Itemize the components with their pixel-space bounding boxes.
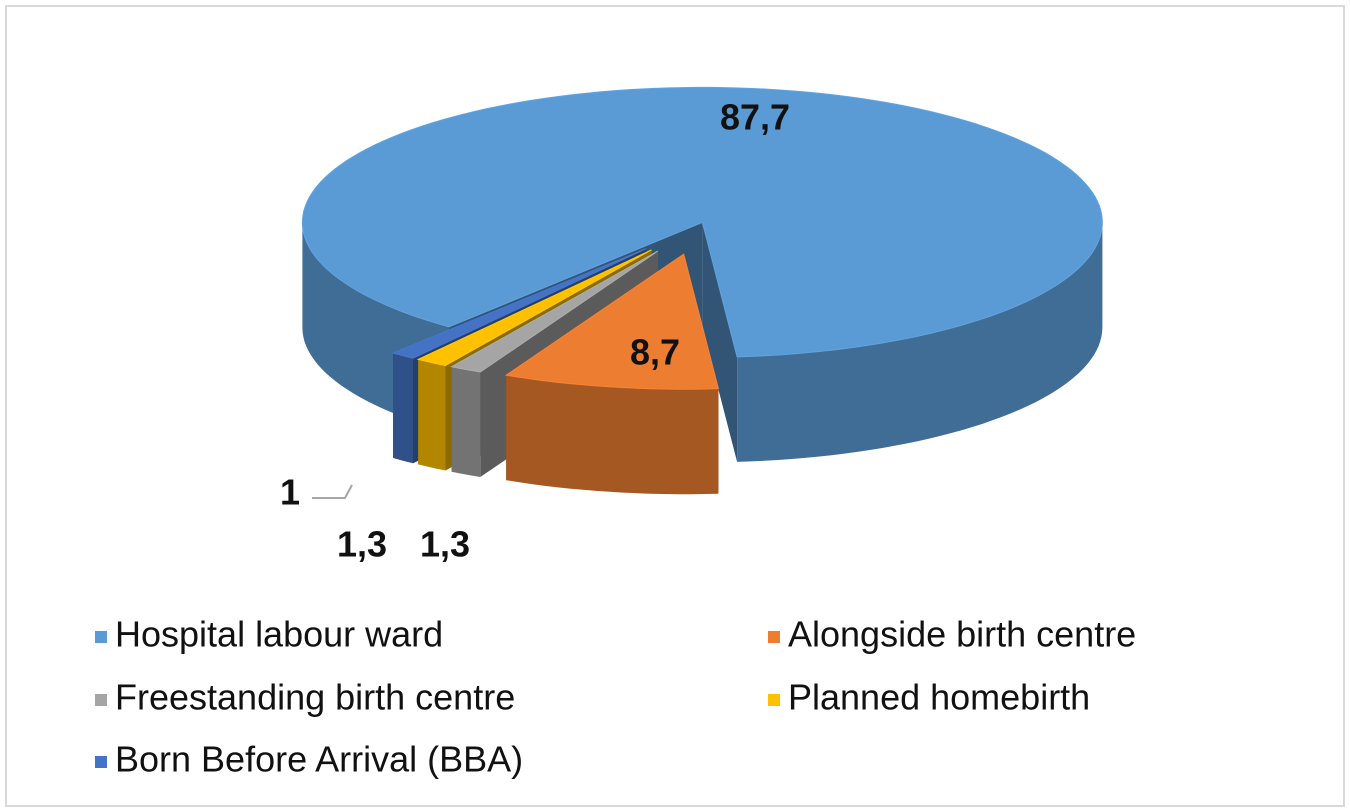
slice	[504, 253, 720, 495]
legend-label: Planned homebirth	[788, 677, 1090, 718]
data-label: 1,3	[337, 524, 387, 565]
data-label: 1,3	[420, 524, 470, 565]
data-label: 8,7	[630, 332, 680, 373]
slice-side	[393, 353, 413, 464]
slice-side	[737, 222, 1103, 462]
legend-marker	[768, 631, 780, 643]
slice	[504, 253, 720, 390]
slice-side	[506, 375, 719, 495]
data-label: 87,7	[720, 97, 790, 138]
slice	[301, 86, 1103, 358]
legend-marker	[768, 694, 780, 706]
slice-side	[702, 222, 738, 462]
slice	[416, 249, 652, 367]
legend-label: Freestanding birth centre	[115, 677, 515, 718]
slice-side	[418, 359, 446, 471]
legend-marker	[95, 631, 107, 643]
slice	[391, 248, 647, 359]
legend-label: Born Before Arrival (BBA)	[115, 739, 523, 780]
data-label: 1	[280, 472, 300, 513]
legend-marker	[95, 694, 107, 706]
legend-label: Hospital labour ward	[115, 614, 443, 655]
leader-line	[312, 484, 353, 499]
slice	[450, 250, 659, 373]
legend-label: Alongside birth centre	[788, 614, 1136, 655]
slice-side	[451, 366, 481, 477]
legend-marker	[95, 756, 107, 768]
